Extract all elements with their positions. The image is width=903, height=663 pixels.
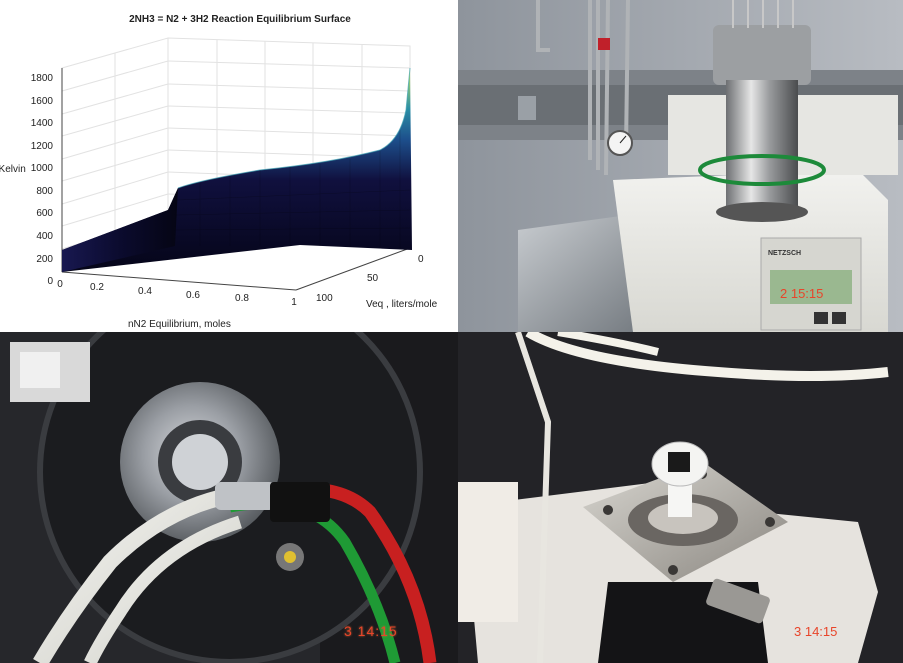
z-tick: 1000 xyxy=(31,163,54,174)
plot-canvas: 2NH3 = N2 + 3H2 Reaction Equilibrium Sur… xyxy=(0,14,438,330)
x-tick: 0.2 xyxy=(90,282,104,293)
x-tick: 0.8 xyxy=(235,293,249,304)
instrument-display: 2 15:15 xyxy=(780,286,823,301)
control-panel: NETZSCH 2 15:15 xyxy=(760,237,862,331)
furnace-cylinder xyxy=(713,0,811,222)
z-axis-label: T, Kelvin xyxy=(0,164,26,175)
x-tick: 0.6 xyxy=(186,290,200,301)
y-tick: 0 xyxy=(418,254,424,265)
z-tick-labels: 0 200 400 600 800 1000 1200 1400 1600 18… xyxy=(31,73,54,287)
brand-label: NETZSCH xyxy=(768,250,801,257)
x-tick: 0.4 xyxy=(138,286,152,297)
plot-axes xyxy=(61,68,411,291)
z-tick: 0 xyxy=(47,276,53,287)
pressure-gauge xyxy=(607,130,633,156)
white-hose xyxy=(33,484,252,663)
z-tick: 1200 xyxy=(31,141,54,152)
equilibrium-surface-plot: 2NH3 = N2 + 3H2 Reaction Equilibrium Sur… xyxy=(0,0,458,332)
x-axis-label: nN2 Equilibrium, moles xyxy=(128,319,231,330)
gas-pipes xyxy=(536,0,630,176)
red-valve xyxy=(598,38,610,50)
y-tick-labels: 0 50 100 xyxy=(316,254,424,304)
x-tick-labels: 0 0.2 0.4 0.6 0.8 1 xyxy=(57,279,297,308)
x-tick: 1 xyxy=(291,297,297,308)
instrument-photo: NETZSCH 2 15:15 xyxy=(458,0,903,332)
sample-stage-photo: 3 14:15 xyxy=(458,332,903,663)
z-tick: 600 xyxy=(36,208,53,219)
y-tick: 100 xyxy=(316,293,333,304)
y-tick: 50 xyxy=(367,273,379,284)
white-tube xyxy=(525,332,889,381)
z-tick: 200 xyxy=(36,254,53,265)
z-tick: 1800 xyxy=(31,73,54,84)
z-tick: 1400 xyxy=(31,118,54,129)
plot-title: 2NH3 = N2 + 3H2 Reaction Equilibrium Sur… xyxy=(129,14,351,25)
hot-surface-connector xyxy=(270,482,330,522)
sample-stage-photo-drawing: 3 14:15 xyxy=(458,332,903,663)
equilibrium-surface xyxy=(62,67,412,272)
diffractometer-photo-drawing: 3 14:15 xyxy=(0,332,458,663)
instrument-photo-drawing: NETZSCH 2 15:15 xyxy=(458,0,903,332)
z-tick: 800 xyxy=(36,186,53,197)
diffractometer-photo: 3 14:15 xyxy=(0,332,458,663)
green-clamp xyxy=(698,154,826,186)
date-stamp: 3 14:15 xyxy=(344,623,398,639)
date-stamp: 3 14:15 xyxy=(794,624,837,639)
y-axis-label: Veq , liters/mole xyxy=(366,299,438,310)
z-tick: 1600 xyxy=(31,96,54,107)
z-tick: 400 xyxy=(36,231,53,242)
x-tick: 0 xyxy=(57,279,63,290)
fitting xyxy=(215,482,275,510)
